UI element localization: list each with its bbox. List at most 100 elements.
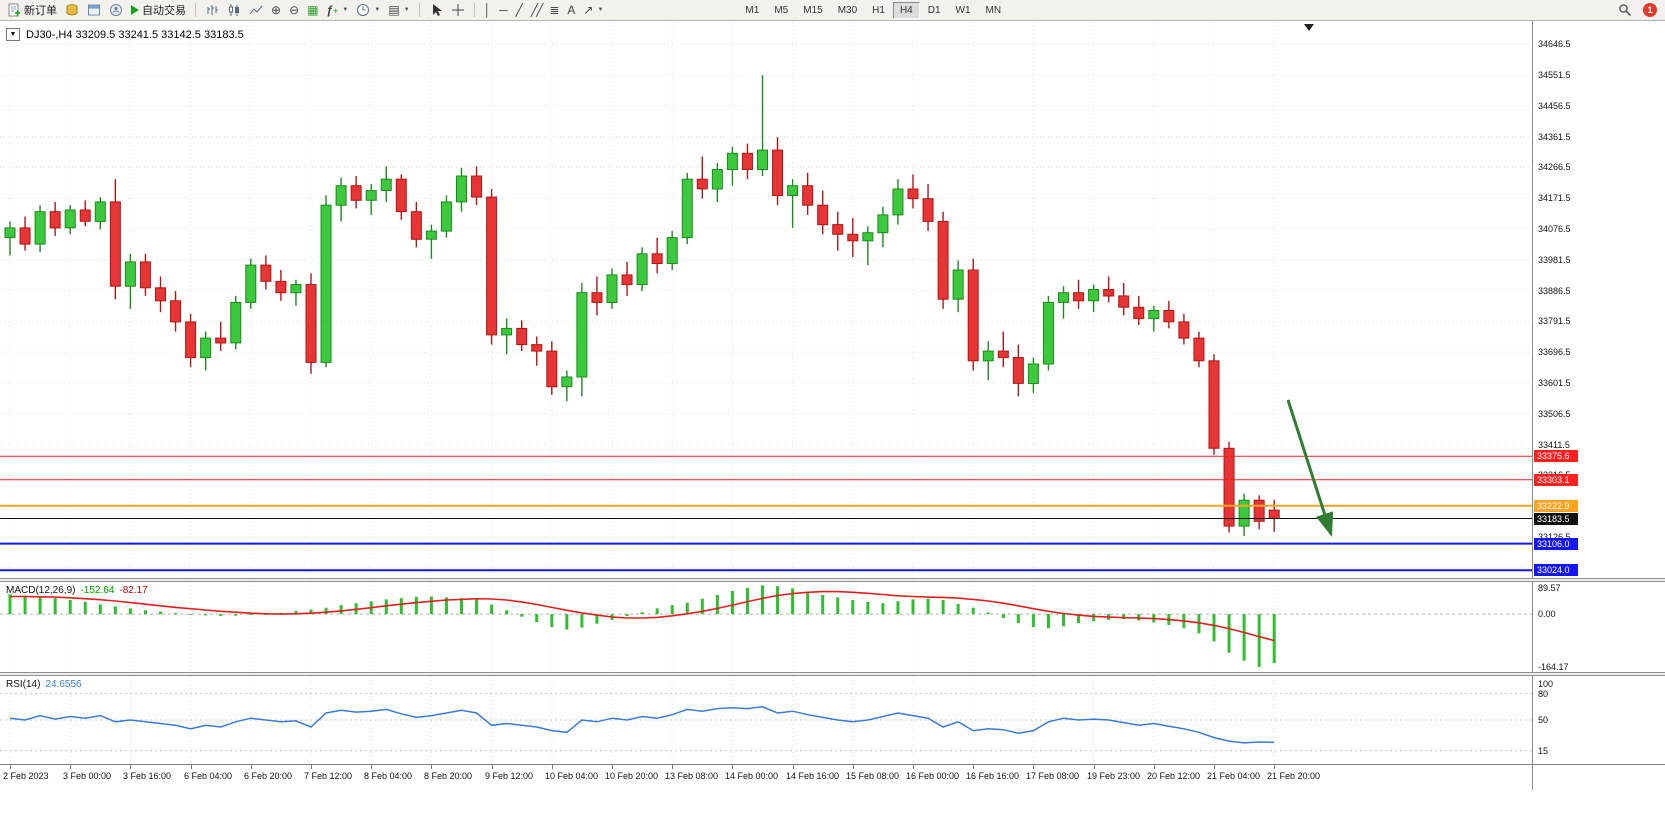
- new-order-button[interactable]: 新订单: [4, 1, 60, 19]
- macd-signal-line: [10, 590, 1275, 642]
- time-axis-label: 15 Feb 08:00: [846, 771, 900, 781]
- text-label-button[interactable]: A: [564, 1, 578, 19]
- time-axis-label: 3 Feb 00:00: [63, 771, 112, 781]
- channel-button[interactable]: ╱╱: [528, 1, 544, 19]
- rsi-pane-canvas[interactable]: [0, 676, 1532, 764]
- timeframe-w1[interactable]: W1: [955, 4, 971, 16]
- auto-trading-label: 自动交易: [142, 5, 186, 17]
- time-axis-label: 10 Feb 04:00: [545, 771, 599, 781]
- time-tick: [251, 765, 252, 769]
- profile-button[interactable]: [106, 1, 126, 19]
- timeframe-h1[interactable]: H1: [872, 4, 885, 16]
- price-axis-label: 33791.5: [1538, 316, 1571, 326]
- search-button[interactable]: [1615, 1, 1635, 19]
- arrows-button[interactable]: ↗ ▼: [580, 1, 606, 19]
- time-tick: [10, 765, 11, 769]
- time-tick: [612, 765, 613, 769]
- time-axis-label: 8 Feb 04:00: [364, 771, 413, 781]
- periods-button[interactable]: ▼: [353, 1, 383, 19]
- timeframe-m5[interactable]: M5: [774, 4, 789, 16]
- time-tick: [130, 765, 131, 769]
- crosshair-button[interactable]: [448, 1, 468, 19]
- time-axis-label: 2 Feb 2023: [3, 771, 49, 781]
- time-axis-label: 16 Feb 16:00: [966, 771, 1020, 781]
- one-click-trading-toggle[interactable]: ▼: [6, 28, 20, 41]
- time-axis-label: 14 Feb 16:00: [786, 771, 840, 781]
- new-order-label: 新订单: [24, 5, 57, 17]
- crosshair-icon: [451, 4, 464, 16]
- zoom-in-button[interactable]: ⊕: [268, 1, 284, 19]
- text-icon: A: [567, 3, 576, 17]
- horizontal-line-button[interactable]: ─: [496, 1, 511, 19]
- tile-windows-button[interactable]: ▦: [304, 1, 321, 19]
- timeframe-h4[interactable]: H4: [892, 1, 920, 19]
- time-tick: [431, 765, 432, 769]
- chevron-down-icon: ▼: [403, 7, 410, 13]
- time-axis-border: [0, 764, 1665, 765]
- time-tick: [732, 765, 733, 769]
- channel-icon: ╱╱: [530, 3, 544, 17]
- macd-pane-canvas[interactable]: [0, 582, 1532, 672]
- rsi-axis-label: 100: [1538, 679, 1554, 689]
- timeframe-d1[interactable]: D1: [927, 4, 941, 16]
- auto-trading-button[interactable]: 自动交易: [128, 1, 189, 19]
- vertical-line-button[interactable]: │: [481, 1, 495, 19]
- price-axis-label: 34551.5: [1538, 70, 1571, 80]
- arrows-icon: ↗: [583, 3, 594, 17]
- macd-axis-label: -164.17: [1538, 662, 1569, 672]
- grid: [0, 22, 1532, 578]
- zoom-out-button[interactable]: ⊖: [286, 1, 302, 19]
- cursor-button[interactable]: [426, 1, 446, 19]
- fibonacci-button[interactable]: ≣: [546, 1, 562, 19]
- time-axis-label: 10 Feb 20:00: [605, 771, 659, 781]
- time-axis-label: 17 Feb 08:00: [1026, 771, 1080, 781]
- line-chart-button[interactable]: [246, 1, 266, 19]
- time-tick: [1154, 765, 1155, 769]
- clock-icon: [357, 4, 370, 16]
- time-axis-label: 21 Feb 20:00: [1267, 771, 1321, 781]
- toolbar-separator: [418, 3, 420, 17]
- price-level-tag: 33375.6: [1534, 450, 1578, 462]
- candlestick-chart-button[interactable]: [224, 1, 244, 19]
- time-tick: [371, 765, 372, 769]
- price-axis-label: 34456.5: [1538, 101, 1571, 111]
- time-axis-label: 13 Feb 08:00: [665, 771, 719, 781]
- horizontal-line-icon: ─: [499, 3, 508, 17]
- chevron-down-icon: ▼: [597, 7, 604, 13]
- time-axis-label: 7 Feb 12:00: [304, 771, 353, 781]
- charts-window-button[interactable]: [84, 1, 104, 19]
- time-axis-label: 6 Feb 20:00: [244, 771, 293, 781]
- time-tick: [191, 765, 192, 769]
- templates-button[interactable]: ▤ ▼: [385, 1, 412, 19]
- pane-splitter[interactable]: [0, 672, 1665, 676]
- price-axis-label: 33126.5: [1538, 532, 1571, 542]
- notification-badge[interactable]: 1: [1643, 3, 1657, 17]
- trend-arrow[interactable]: [1286, 399, 1334, 537]
- time-axis-label: 21 Feb 04:00: [1207, 771, 1261, 781]
- timeframe-mn[interactable]: MN: [985, 4, 1002, 16]
- time-tick: [552, 765, 553, 769]
- macd-histogram: [8, 585, 1276, 667]
- time-axis-label: 19 Feb 23:00: [1087, 771, 1141, 781]
- timeframe-m15[interactable]: M15: [803, 4, 823, 16]
- price-chart-canvas[interactable]: [0, 22, 1532, 578]
- timeframe-m30[interactable]: M30: [837, 4, 858, 16]
- chevron-down-icon: ▼: [374, 7, 381, 13]
- time-axis[interactable]: 2 Feb 2023 3 Feb 00:00 3 Feb 16:00 6 Feb 04…: [0, 765, 1665, 790]
- time-axis-label: 16 Feb 00:00: [906, 771, 960, 781]
- indicators-button[interactable]: ƒ+ ▼: [323, 1, 351, 19]
- time-tick: [1033, 765, 1034, 769]
- macd-main-value: -152.64: [80, 585, 115, 596]
- timeframe-m1[interactable]: M1: [745, 4, 760, 16]
- price-axis-label: 33981.5: [1538, 255, 1571, 265]
- pane-splitter[interactable]: [0, 578, 1665, 582]
- price-axis-label: 33886.5: [1538, 286, 1571, 296]
- chart-shift-marker[interactable]: [1304, 24, 1314, 31]
- trendline-button[interactable]: ╱: [513, 1, 526, 19]
- bar-chart-button[interactable]: [202, 1, 222, 19]
- price-axis-label: 33696.5: [1538, 347, 1571, 357]
- search-icon: [1619, 4, 1632, 17]
- price-axis-column: 34646.5 34551.5 34456.5 34361.5 34266.5 34171…: [1532, 0, 1665, 790]
- deposit-button[interactable]: [62, 1, 82, 19]
- time-axis-label: 8 Feb 20:00: [424, 771, 473, 781]
